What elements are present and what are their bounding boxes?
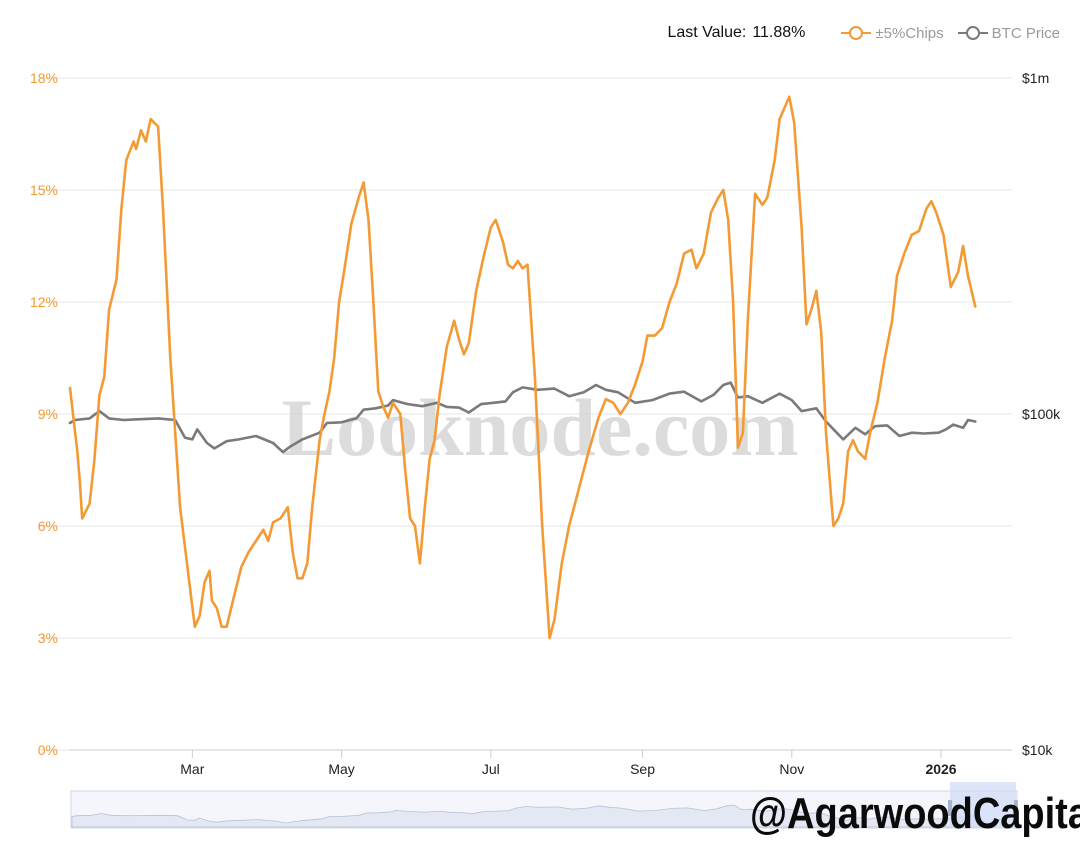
navigator[interactable] xyxy=(70,782,1018,829)
handle-watermark: @AgarwoodCapital xyxy=(750,790,1080,839)
navigator-handle-right[interactable] xyxy=(1014,800,1018,816)
btc-price-line xyxy=(68,381,977,454)
series-lines xyxy=(68,95,977,640)
x-tick-label: Nov xyxy=(779,761,804,777)
legend-item-chips[interactable]: ±5%Chips xyxy=(841,24,944,42)
chart-header: Last Value: 11.88% ±5%Chips BTC Price xyxy=(667,24,1060,42)
x-axis-ticks: Mar May Jul Sep Nov 2026 xyxy=(70,749,1012,777)
navigator-handle-left[interactable] xyxy=(948,800,952,816)
legend-chips-icon xyxy=(841,25,872,41)
y-right-tick-label: $1m xyxy=(1022,70,1049,86)
navigator-selection[interactable] xyxy=(950,782,1016,828)
legend-item-btc[interactable]: BTC Price xyxy=(957,24,1060,42)
y-right-tick-label: $10k xyxy=(1022,742,1053,758)
y-right-tick-label: $100k xyxy=(1022,406,1061,422)
legend-chips-label: ±5%Chips xyxy=(875,24,944,42)
x-tick-label: Mar xyxy=(180,761,204,777)
y-left-tick-label: 12% xyxy=(30,294,58,310)
legend-btc-icon xyxy=(957,25,988,41)
y-left-tick-label: 0% xyxy=(38,742,58,758)
y-left-tick-label: 3% xyxy=(38,630,58,646)
last-value-label: Last Value: xyxy=(667,24,747,41)
y-axis-right-ticks: $10k $100k $1m xyxy=(1022,70,1061,758)
x-tick-label: Jul xyxy=(482,761,500,777)
y-left-tick-label: 6% xyxy=(38,518,58,534)
y-left-tick-label: 18% xyxy=(30,70,58,86)
y-left-tick-label: 9% xyxy=(38,406,58,422)
last-value: 11.88% xyxy=(752,24,806,41)
x-tick-label: May xyxy=(328,761,354,777)
legend-btc-label: BTC Price xyxy=(991,24,1060,42)
navigator-minichart xyxy=(71,804,980,828)
x-tick-label: Sep xyxy=(630,761,655,777)
chips-line xyxy=(68,95,977,640)
grid-lines xyxy=(40,77,1012,751)
y-axis-left-ticks: 0% 3% 6% 9% 12% 15% 18% xyxy=(30,70,58,758)
x-tick-label: 2026 xyxy=(925,761,956,777)
y-left-tick-label: 15% xyxy=(30,182,58,198)
